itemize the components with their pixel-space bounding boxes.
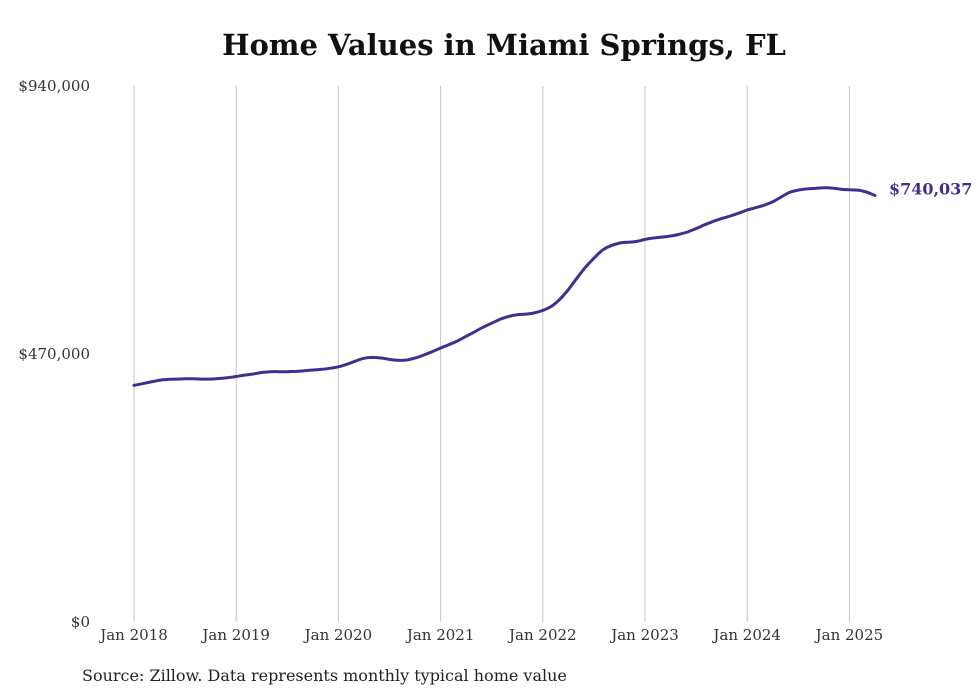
latest-value-label: $740,037 (889, 179, 973, 198)
x-tick-label: Jan 2020 (303, 626, 373, 644)
y-tick-label: $940,000 (18, 77, 90, 95)
x-tick-label: Jan 2019 (200, 626, 270, 644)
home-value-line (132, 186, 877, 387)
x-tick-label: Jan 2021 (405, 626, 475, 644)
chart-title: Home Values in Miami Springs, FL (222, 28, 786, 62)
y-tick-label: $0 (71, 613, 90, 631)
x-tick-label: Jan 2022 (507, 626, 577, 644)
y-tick-label: $470,000 (18, 345, 90, 363)
x-tick-label: Jan 2023 (609, 626, 679, 644)
x-tick-label: Jan 2018 (98, 626, 168, 644)
source-note: Source: Zillow. Data represents monthly … (82, 666, 567, 685)
y-axis-ticks: $0 $470,000 $940,000 (18, 77, 90, 631)
x-axis-ticks: Jan 2018 Jan 2019 Jan 2020 Jan 2021 Jan 2022… (98, 626, 883, 644)
grid-lines (133, 86, 850, 622)
x-tick-label: Jan 2024 (711, 626, 781, 644)
x-tick-label: Jan 2025 (814, 626, 884, 644)
